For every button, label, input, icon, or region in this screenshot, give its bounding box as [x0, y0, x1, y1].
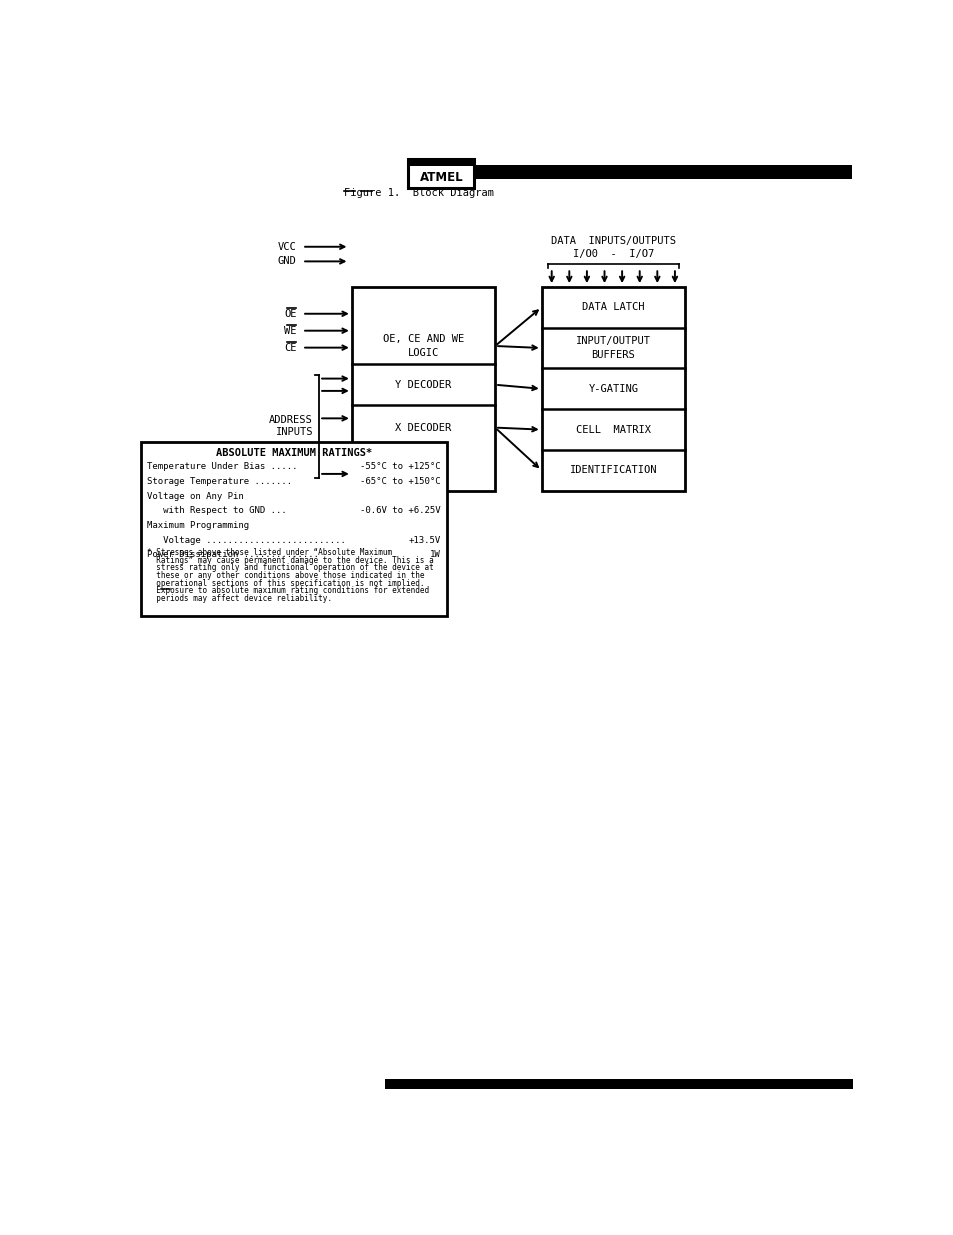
Bar: [409, 159, 473, 165]
Text: these or any other conditions above those indicated in the: these or any other conditions above thos…: [147, 571, 424, 580]
Text: DATA LATCH: DATA LATCH: [581, 303, 644, 312]
Text: Power Dissipation ..............: Power Dissipation ..............: [147, 551, 319, 559]
Text: -55°C to +125°C: -55°C to +125°C: [360, 462, 440, 472]
Text: Y DECODER: Y DECODER: [395, 379, 451, 390]
Text: * Stresses above those listed under “Absolute Maximum: * Stresses above those listed under “Abs…: [147, 548, 392, 557]
Bar: [352, 287, 495, 490]
Text: -0.6V to +6.25V: -0.6V to +6.25V: [360, 506, 440, 515]
Text: Figure 1.  Block Diagram: Figure 1. Block Diagram: [344, 188, 494, 199]
Text: ATMEL: ATMEL: [419, 170, 462, 184]
Text: INPUT/OUTPUT
BUFFERS: INPUT/OUTPUT BUFFERS: [576, 336, 650, 359]
Text: IDENTIFICATION: IDENTIFICATION: [569, 466, 657, 475]
Text: I/O0  -  I/O7: I/O0 - I/O7: [572, 248, 653, 258]
Bar: [541, 287, 684, 490]
Text: stress rating only and functional operation of the device at: stress rating only and functional operat…: [147, 563, 434, 572]
Text: INPUTS: INPUTS: [275, 427, 313, 437]
Text: periods may affect device reliability.: periods may affect device reliability.: [147, 594, 332, 603]
Text: VCC: VCC: [277, 242, 296, 252]
Text: Y-GATING: Y-GATING: [588, 384, 638, 394]
Text: DATA  INPUTS/OUTPUTS: DATA INPUTS/OUTPUTS: [550, 236, 675, 246]
Bar: [408, 159, 474, 188]
Text: Maximum Programming: Maximum Programming: [147, 521, 249, 530]
Text: Storage Temperature .......: Storage Temperature .......: [147, 477, 292, 487]
Text: Voltage ..........................: Voltage ..........................: [147, 536, 346, 545]
Text: CE: CE: [284, 342, 296, 353]
Text: GND: GND: [277, 257, 296, 267]
Text: X DECODER: X DECODER: [395, 422, 451, 432]
Text: Exposure to absolute maximum rating conditions for extended: Exposure to absolute maximum rating cond…: [147, 587, 429, 595]
Text: operational sections of this specification is not implied.: operational sections of this specificati…: [147, 579, 424, 588]
Text: -65°C to +150°C: -65°C to +150°C: [360, 477, 440, 487]
Text: +13.5V: +13.5V: [408, 536, 440, 545]
Text: OE, CE AND WE
LOGIC: OE, CE AND WE LOGIC: [382, 333, 463, 358]
Text: Ratings” may cause permanent damage to the device. This is a: Ratings” may cause permanent damage to t…: [147, 556, 434, 564]
Text: WE: WE: [284, 326, 296, 336]
Bar: [385, 1079, 852, 1089]
Text: 1W: 1W: [430, 551, 440, 559]
Text: Temperature Under Bias .....: Temperature Under Bias .....: [147, 462, 297, 472]
Text: with Respect to GND ...: with Respect to GND ...: [147, 506, 287, 515]
Text: OE: OE: [284, 309, 296, 319]
Bar: [472, 165, 851, 179]
Bar: [141, 442, 447, 615]
Text: ABSOLUTE MAXIMUM RATINGS*: ABSOLUTE MAXIMUM RATINGS*: [215, 448, 372, 458]
Text: CELL  MATRIX: CELL MATRIX: [576, 425, 650, 435]
Text: ADDRESS: ADDRESS: [269, 415, 313, 425]
Text: Voltage on Any Pin: Voltage on Any Pin: [147, 492, 244, 500]
